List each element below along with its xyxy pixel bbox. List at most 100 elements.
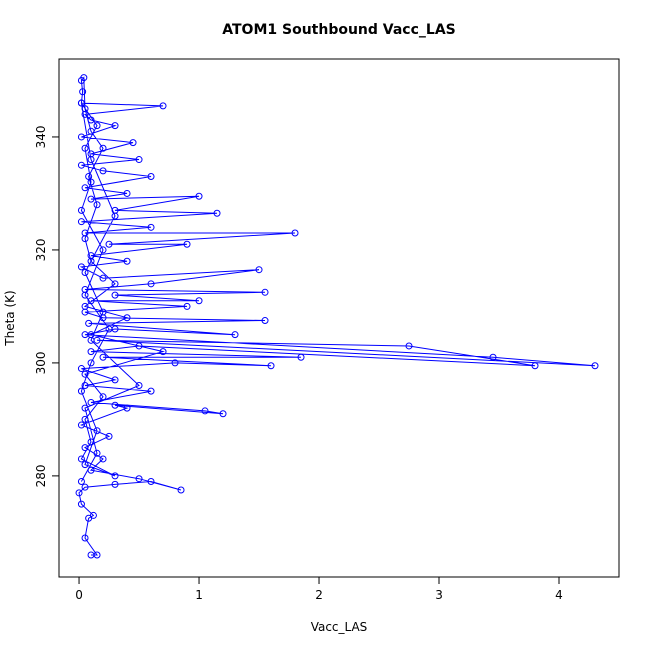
point: [183, 302, 191, 310]
point: [123, 257, 131, 265]
point: [99, 393, 107, 401]
point: [81, 444, 89, 452]
point: [147, 172, 155, 180]
point: [77, 206, 85, 214]
point: [591, 362, 599, 370]
point: [87, 336, 95, 344]
point: [87, 127, 95, 135]
point: [405, 342, 413, 350]
point: [87, 116, 95, 124]
point: [77, 218, 85, 226]
point: [87, 257, 95, 265]
point: [99, 455, 107, 463]
point: [201, 407, 209, 415]
point: [89, 511, 97, 519]
point: [93, 122, 101, 130]
point: [87, 178, 95, 186]
point: [99, 308, 107, 316]
point: [219, 410, 227, 418]
point: [111, 480, 119, 488]
point: [147, 387, 155, 395]
point: [171, 359, 179, 367]
point: [147, 478, 155, 486]
point: [87, 195, 95, 203]
point: [135, 382, 143, 390]
point: [85, 172, 93, 180]
point: [87, 359, 95, 367]
point: [81, 144, 89, 152]
point: [99, 246, 107, 254]
plot-frame: [58, 58, 620, 578]
point: [81, 291, 89, 299]
point: [111, 376, 119, 384]
point: [81, 370, 89, 378]
point: [79, 88, 87, 96]
point: [111, 291, 119, 299]
point: [77, 99, 85, 107]
point: [77, 455, 85, 463]
point: [195, 297, 203, 305]
point: [135, 475, 143, 483]
point: [93, 427, 101, 435]
point: [93, 551, 101, 559]
point: [75, 489, 83, 497]
y-tick-label: 280: [34, 464, 48, 487]
point: [81, 404, 89, 412]
point: [87, 398, 95, 406]
point: [261, 317, 269, 325]
series-line: [78, 76, 596, 556]
point: [291, 229, 299, 237]
point: [105, 240, 113, 248]
point: [85, 319, 93, 327]
point: [87, 348, 95, 356]
point: [105, 432, 113, 440]
point: [80, 74, 88, 82]
point: [159, 102, 167, 110]
point: [111, 122, 119, 130]
point: [81, 415, 89, 423]
point: [81, 382, 89, 390]
point: [147, 280, 155, 288]
point: [81, 269, 89, 277]
x-tick-label: 3: [435, 588, 443, 602]
point: [99, 144, 107, 152]
point: [177, 486, 185, 494]
point: [297, 353, 305, 361]
point: [135, 342, 143, 350]
point: [213, 209, 221, 217]
point: [81, 235, 89, 243]
x-tick-label: 2: [315, 588, 323, 602]
point: [267, 362, 275, 370]
point: [123, 189, 131, 197]
point: [81, 461, 89, 469]
point: [105, 325, 113, 333]
point: [147, 223, 155, 231]
x-tick-label: 0: [75, 588, 83, 602]
chart-title: ATOM1 Southbound Vacc_LAS: [222, 22, 456, 38]
point: [93, 449, 101, 457]
point: [77, 263, 85, 271]
point: [87, 156, 95, 164]
point: [77, 365, 85, 373]
point: [99, 274, 107, 282]
y-tick-label: 300: [34, 351, 48, 374]
point: [81, 105, 89, 113]
point: [77, 500, 85, 508]
x-tick-label: 4: [555, 588, 563, 602]
point: [111, 212, 119, 220]
point: [99, 167, 107, 175]
point: [87, 297, 95, 305]
point: [531, 362, 539, 370]
point: [261, 288, 269, 296]
point: [87, 438, 95, 446]
point: [99, 353, 107, 361]
point: [93, 201, 101, 209]
point: [111, 401, 119, 409]
y-axis-label: Theta (K): [3, 290, 17, 346]
point: [111, 280, 119, 288]
point: [135, 156, 143, 164]
point: [231, 331, 239, 339]
point: [255, 266, 263, 274]
point: [77, 478, 85, 486]
